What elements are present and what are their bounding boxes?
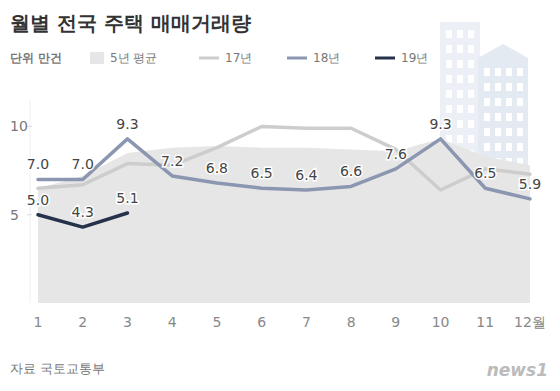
legend-label: 19년 bbox=[401, 51, 428, 65]
data-label: 4.3 bbox=[72, 204, 94, 220]
x-tick-label: 6 bbox=[257, 314, 266, 330]
legend-label: 17년 bbox=[225, 51, 252, 65]
y-tick-label: 5 bbox=[10, 207, 19, 223]
data-label: 6.6 bbox=[340, 163, 362, 179]
x-tick-label: 2 bbox=[78, 314, 87, 330]
x-tick-label: 9 bbox=[391, 314, 400, 330]
unit-label: 단위 만건 bbox=[10, 51, 62, 65]
legend-swatch bbox=[375, 57, 395, 60]
legend-swatch bbox=[90, 52, 104, 64]
y-tick bbox=[27, 214, 32, 215]
x-tick-label: 10 bbox=[432, 314, 450, 330]
data-label: 9.3 bbox=[116, 116, 138, 132]
data-label: 9.3 bbox=[429, 116, 451, 132]
x-tick-label: 5 bbox=[212, 314, 221, 330]
legend-swatch bbox=[287, 57, 307, 60]
line bbox=[38, 139, 530, 199]
logo: news1 bbox=[487, 360, 548, 380]
data-label: 5.9 bbox=[519, 176, 541, 192]
legend-label: 18년 bbox=[313, 51, 340, 65]
x-tick-label: 12월 bbox=[514, 314, 546, 330]
title: 월별 전국 주택 매매거래량 bbox=[10, 11, 251, 35]
legend-label: 5년 평균 bbox=[110, 51, 157, 65]
plot-area bbox=[38, 126, 530, 303]
x-tick-label: 4 bbox=[168, 314, 177, 330]
data-label: 5.1 bbox=[116, 190, 138, 206]
background bbox=[0, 0, 560, 391]
data-label: 7.2 bbox=[161, 153, 183, 169]
legend-swatch bbox=[199, 57, 219, 60]
x-tick-label: 7 bbox=[302, 314, 311, 330]
data-label: 6.4 bbox=[295, 167, 317, 183]
data-label: 7.0 bbox=[72, 156, 94, 172]
legend: 단위 만건 5년 평균 17년 18년 19년 bbox=[10, 51, 428, 65]
area bbox=[38, 139, 530, 303]
data-label: 6.8 bbox=[206, 160, 228, 176]
x-tick-label: 3 bbox=[123, 314, 132, 330]
data-label: 7.6 bbox=[385, 146, 407, 162]
x-tick-label: 11 bbox=[476, 314, 494, 330]
data-label: 6.5 bbox=[251, 165, 273, 181]
data-label: 7.0 bbox=[27, 156, 49, 172]
data-label: 5.0 bbox=[27, 192, 49, 208]
x-tick-label: 8 bbox=[347, 314, 356, 330]
chart: 월별 전국 주택 매매거래량단위 만건5년 평균17년18년19년5107.07… bbox=[0, 0, 560, 391]
data-label: 6.5 bbox=[474, 165, 496, 181]
x-tick-label: 1 bbox=[34, 314, 43, 330]
source: 자료 국토교통부 bbox=[10, 361, 105, 376]
y-tick-label: 10 bbox=[10, 118, 28, 134]
data-labels: 7.0 7.0 9.3 7.2 6.8 6.5 6.4 6.6 7.6 9.3 6.5 5.9 5.0 4… bbox=[27, 116, 541, 220]
